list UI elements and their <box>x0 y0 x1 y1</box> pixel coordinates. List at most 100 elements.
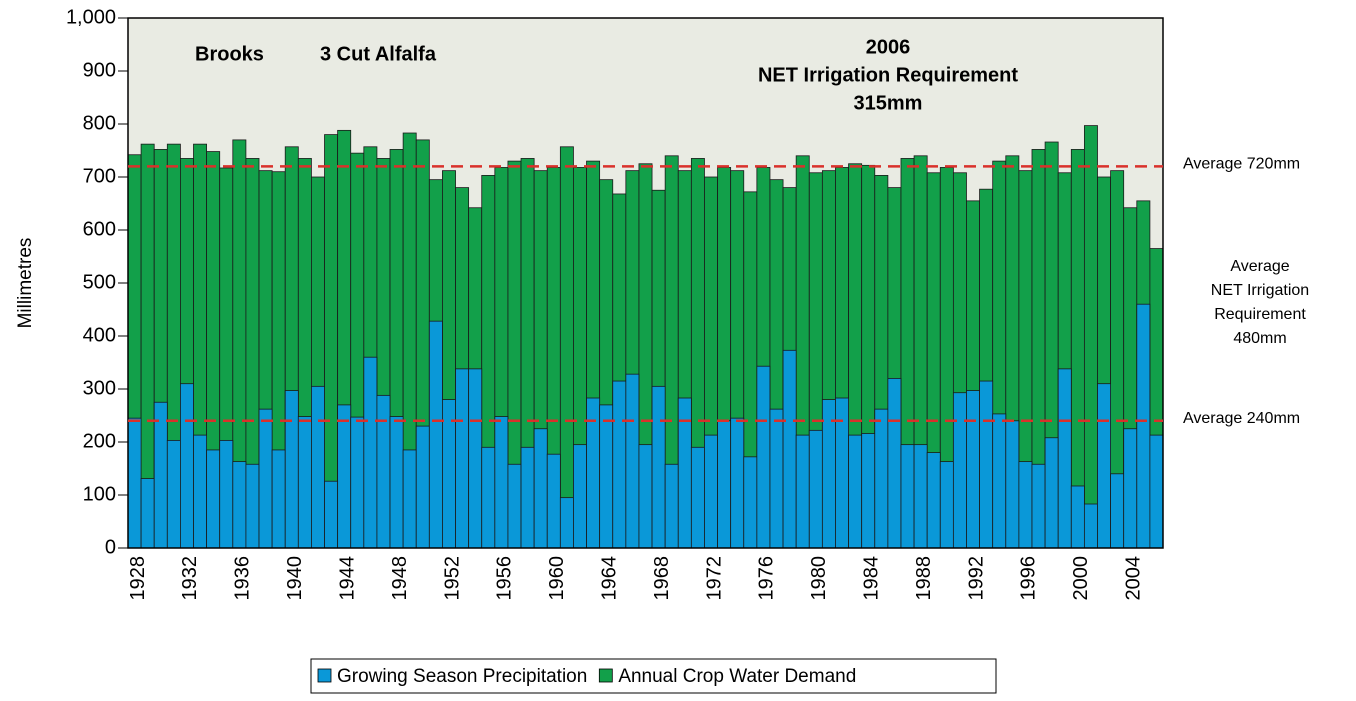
bar <box>730 417 745 549</box>
bar <box>1057 368 1072 549</box>
headline: 2006 <box>866 36 911 58</box>
bar <box>559 497 574 549</box>
bar <box>481 446 496 549</box>
bar <box>782 349 797 549</box>
bar <box>258 408 273 549</box>
bar <box>297 416 312 549</box>
bar <box>795 434 810 549</box>
x-tick-label: 1984 <box>861 556 883 601</box>
bar <box>559 146 574 549</box>
legend-box <box>310 658 997 694</box>
y-tick-label: 900 <box>83 59 116 81</box>
bar <box>690 446 705 549</box>
bar <box>311 385 325 549</box>
bar <box>808 429 823 549</box>
bar <box>599 404 614 549</box>
x-tick-label: 1936 <box>232 556 254 601</box>
bar <box>232 461 247 549</box>
bar <box>913 444 928 549</box>
x-tick-label: 1972 <box>703 556 725 601</box>
y-tick-label: 100 <box>83 483 116 505</box>
y-tick-label: 800 <box>83 112 116 134</box>
bar <box>651 385 666 549</box>
x-tick-label: 1976 <box>756 556 778 601</box>
x-tick-label: 1996 <box>1018 556 1040 601</box>
bar <box>887 377 902 549</box>
bar <box>926 452 941 549</box>
bar <box>1083 125 1098 549</box>
bar <box>140 478 155 549</box>
bar <box>1123 428 1138 549</box>
reference-label: Average 240mm <box>1183 410 1300 427</box>
bar <box>625 373 640 549</box>
bar <box>1097 383 1111 549</box>
bar <box>376 394 391 549</box>
bar <box>284 390 299 549</box>
headline: 315mm <box>854 92 923 114</box>
y-tick-label: 500 <box>83 271 116 293</box>
bar <box>219 440 234 549</box>
bar <box>1149 434 1164 549</box>
bar <box>966 390 980 549</box>
y-tick-label: 700 <box>83 165 116 187</box>
bar <box>1136 303 1151 549</box>
bar <box>848 434 863 549</box>
bar <box>363 356 378 549</box>
bar <box>638 444 653 549</box>
x-tick-label: 1944 <box>336 556 358 601</box>
bar <box>324 480 339 549</box>
y-tick-label: 1,000 <box>66 6 116 28</box>
bar <box>1031 463 1046 549</box>
bar <box>756 365 771 549</box>
y-tick-label: 300 <box>83 377 116 399</box>
bar <box>769 408 784 549</box>
bar <box>743 456 758 549</box>
bar <box>979 380 994 549</box>
legend-label: Annual Crop Water Demand <box>618 666 856 687</box>
bar <box>1018 461 1033 549</box>
bar <box>939 461 954 549</box>
y-tick-label: 400 <box>83 324 116 346</box>
y-axis-label: Millimetres <box>15 238 36 329</box>
x-tick-label: 1956 <box>494 556 516 601</box>
x-tick-label: 1968 <box>651 556 673 601</box>
x-tick-label: 1952 <box>441 556 463 601</box>
bar <box>455 368 470 549</box>
bar <box>612 380 627 549</box>
x-tick-label: 1948 <box>389 556 411 601</box>
bar <box>415 425 430 549</box>
x-tick-label: 1928 <box>127 556 149 601</box>
bar <box>494 416 509 549</box>
x-tick-label: 1980 <box>808 556 830 601</box>
annotation: 3 Cut Alfalfa <box>320 43 437 65</box>
bar <box>245 463 260 549</box>
x-tick-label: 2004 <box>1123 556 1145 601</box>
annotation: Brooks <box>195 43 264 65</box>
x-tick-label: 1960 <box>546 556 568 601</box>
bar <box>193 434 208 549</box>
bar <box>507 463 522 549</box>
bar <box>402 449 417 549</box>
bar <box>1110 473 1125 549</box>
bar <box>1070 485 1085 549</box>
side-note: Requirement <box>1214 306 1306 323</box>
y-tick-label: 0 <box>105 536 116 558</box>
bar <box>874 408 889 549</box>
bar <box>861 433 876 549</box>
bar <box>546 453 561 549</box>
bar <box>1083 503 1098 549</box>
reference-label: Average 720mm <box>1183 156 1300 173</box>
legend-swatch <box>598 668 613 683</box>
x-tick-label: 1992 <box>965 556 987 601</box>
bar <box>1005 420 1020 549</box>
bar <box>1044 437 1059 549</box>
bar <box>271 449 286 549</box>
side-note: Average <box>1230 258 1289 275</box>
x-tick-label: 2000 <box>1070 556 1092 601</box>
x-tick-label: 1964 <box>598 556 620 601</box>
bar <box>428 320 443 549</box>
bar <box>389 416 404 549</box>
legend-label: Growing Season Precipitation <box>337 666 587 687</box>
headline: NET Irrigation Requirement <box>758 64 1018 86</box>
